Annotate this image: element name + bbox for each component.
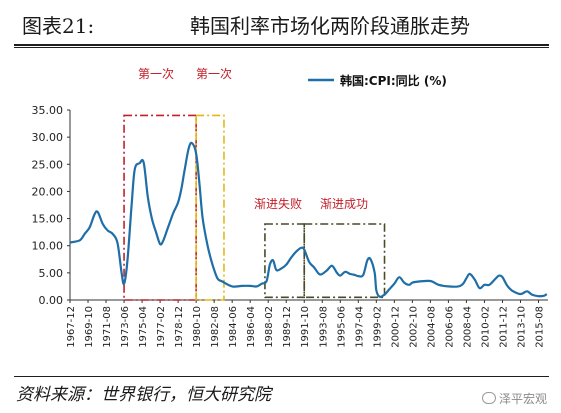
annotation-box-2	[195, 114, 225, 301]
title-bar: 图表21: 韩国利率市场化两阶段通胀走势	[14, 6, 554, 42]
x-tick-label: 1986-04	[246, 306, 257, 348]
x-tick-label: 2000-12	[390, 306, 401, 348]
x-tick-label: 2013-10	[516, 306, 527, 348]
x-tick-label: 1967-12	[66, 306, 77, 348]
x-tick-label: 1982-08	[210, 306, 221, 348]
source-note: 资料来源：世界银行，恒大研究院	[16, 385, 271, 405]
annotation-label-4: 渐进成功	[320, 197, 368, 211]
x-tick-label: 1973-06	[120, 306, 131, 348]
y-tick-label: 0.00	[39, 294, 64, 307]
x-tick-label: 2002-10	[408, 306, 419, 348]
x-tick-label: 2011-12	[498, 306, 509, 348]
y-tick-label: 20.00	[32, 185, 64, 198]
x-tick-label: 1980-10	[192, 306, 203, 348]
title-rule	[14, 44, 549, 46]
annotation-label-1: 第一次	[138, 67, 174, 81]
x-tick-label: 1971-08	[102, 306, 113, 348]
annotation-box-1	[123, 114, 197, 301]
y-tick-label: 25.00	[32, 158, 64, 171]
annotation-box-4	[303, 223, 386, 299]
annotation-label-2: 第一次	[196, 67, 232, 81]
y-tick-label: 30.00	[32, 131, 64, 144]
x-tick-label: 1997-04	[354, 306, 365, 348]
annotation-label-3: 渐进失败	[254, 196, 302, 211]
y-tick-label: 35.00	[32, 104, 64, 117]
y-tick-label: 5.00	[39, 267, 64, 280]
x-tick-label: 1969-10	[84, 306, 95, 348]
watermark-text: 泽平宏观	[498, 392, 547, 406]
watermark: 泽平宏观	[481, 390, 547, 407]
chart-title: 韩国利率市场化两阶段通胀走势	[190, 14, 470, 38]
series-line	[69, 141, 548, 298]
x-tick-label: 2010-02	[480, 306, 491, 348]
annotation-box-3	[264, 223, 306, 299]
x-tick-label: 1984-06	[228, 306, 239, 348]
figure-number: 图表21:	[22, 14, 95, 38]
x-tick-label: 2006-06	[444, 306, 455, 348]
x-tick-label: 2004-08	[426, 306, 437, 348]
y-tick-label: 10.00	[32, 240, 64, 253]
x-tick-label: 1995-06	[336, 306, 347, 348]
wechat-icon	[481, 392, 496, 404]
x-tick-label: 1989-12	[282, 306, 293, 348]
title-rule-thin	[14, 47, 549, 48]
x-tick-label: 1991-10	[300, 306, 311, 348]
x-tick-label: 1975-04	[138, 306, 149, 348]
x-tick-label: 1993-08	[318, 306, 329, 348]
x-tick-label: 2015-08	[534, 306, 545, 348]
x-tick-label: 1999-02	[372, 306, 383, 348]
x-tick-label: 1978-12	[174, 306, 185, 348]
footer-rule	[14, 376, 549, 377]
legend-label: 韩国:CPI:同比 (%)	[340, 73, 447, 88]
x-tick-label: 1988-02	[264, 306, 275, 348]
x-tick-label: 2008-04	[462, 306, 473, 348]
x-tick-label: 1977-02	[156, 306, 167, 348]
y-tick-label: 15.00	[32, 213, 64, 226]
